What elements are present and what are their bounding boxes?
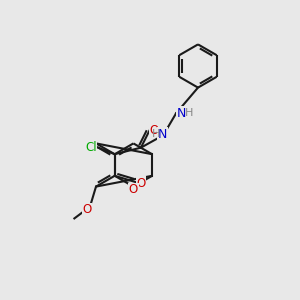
- Text: N: N: [158, 128, 167, 141]
- Text: O: O: [129, 183, 138, 196]
- Text: O: O: [136, 177, 146, 190]
- Text: H: H: [184, 108, 193, 118]
- Text: O: O: [82, 203, 92, 216]
- Text: N: N: [177, 107, 186, 120]
- Text: Cl: Cl: [85, 141, 97, 154]
- Text: H: H: [152, 129, 160, 139]
- Text: O: O: [149, 124, 159, 137]
